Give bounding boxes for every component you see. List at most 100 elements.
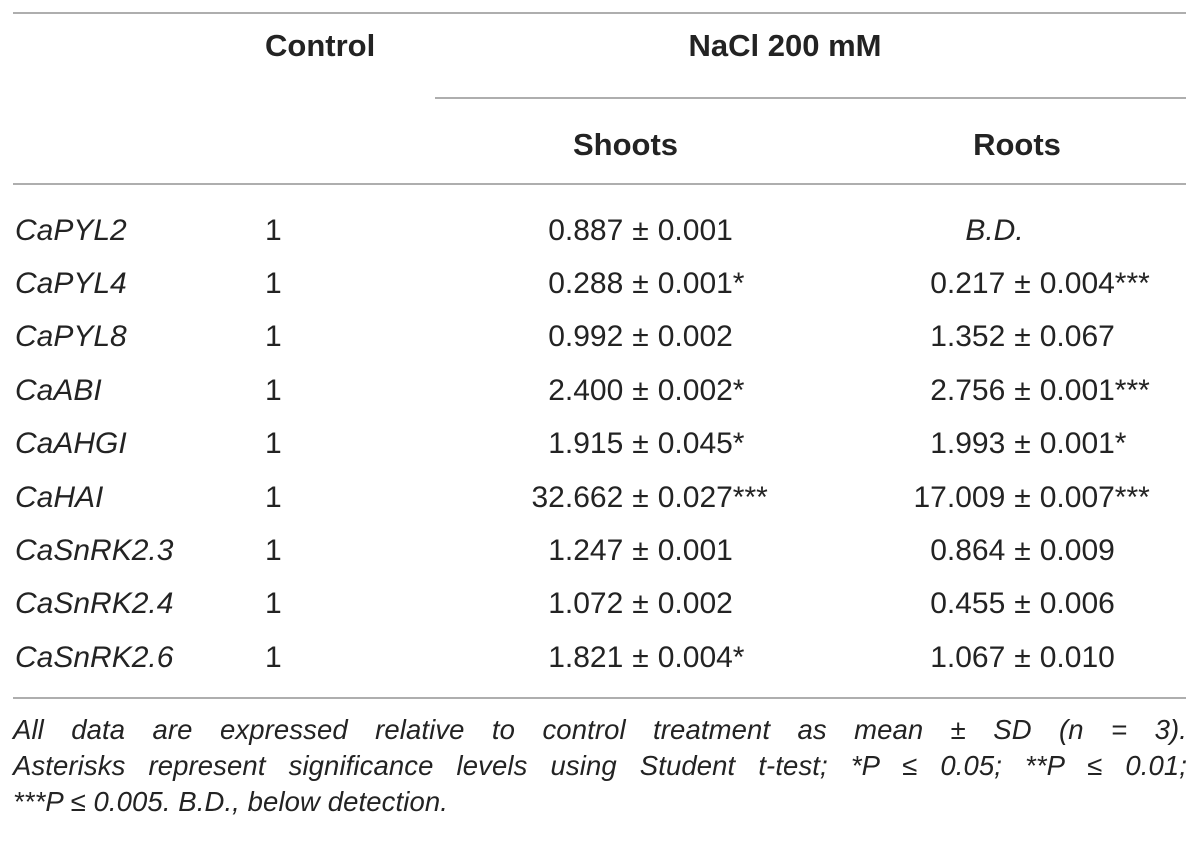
table-body: CaPYL2 1 0.887 ± 0.001 B.D. CaPYL4 1 0.2…	[13, 204, 1187, 685]
plus-minus-sign: ±	[632, 267, 649, 301]
shoots-mean: 0.992	[548, 320, 624, 354]
shoots-sd: 0.001*	[657, 267, 745, 301]
roots-value: 1.993 ± 0.001*	[858, 427, 1187, 461]
header-divider-rule	[13, 183, 1186, 185]
shoots-column-header: Shoots	[572, 127, 679, 162]
plus-minus-sign: ±	[632, 534, 649, 568]
shoots-value: 1.915 ± 0.045*	[423, 427, 858, 461]
shoots-mean: 1.072	[548, 587, 624, 621]
roots-value: 2.756 ± 0.001***	[858, 374, 1187, 408]
shoots-value: 1.247 ± 0.001	[423, 534, 858, 568]
control-value: 1	[265, 587, 282, 621]
plus-minus-sign: ±	[632, 587, 649, 621]
shoots-mean: 0.288	[548, 267, 624, 301]
plus-minus-sign: ±	[632, 640, 649, 674]
shoots-mean: 1.915	[548, 427, 624, 461]
roots-mean: 0.455	[930, 587, 1006, 621]
gene-name: CaAHGI	[15, 427, 127, 461]
gene-name: CaHAI	[15, 480, 104, 514]
control-value: 1	[265, 320, 282, 354]
plus-minus-sign: ±	[1014, 320, 1031, 354]
gene-name: CaSnRK2.6	[15, 640, 174, 674]
roots-mean: 17.009	[913, 480, 1006, 514]
roots-sd: 0.009	[1039, 534, 1115, 568]
control-value: 1	[265, 267, 282, 301]
plus-minus-sign: ±	[632, 320, 649, 354]
nacl-group-header: NaCl 200 mM	[688, 28, 882, 63]
control-value: 1	[265, 427, 282, 461]
nacl-group-underline	[435, 97, 1186, 99]
roots-value: 0.217 ± 0.004***	[858, 267, 1187, 301]
roots-value: 0.864 ± 0.009	[858, 534, 1187, 568]
roots-sd: 0.006	[1039, 587, 1115, 621]
shoots-value: 0.887 ± 0.001	[423, 214, 858, 248]
control-value: 1	[265, 534, 282, 568]
roots-column-header: Roots	[973, 127, 1061, 162]
shoots-value: 32.662 ± 0.027***	[423, 481, 858, 515]
roots-value: 1.352 ± 0.067	[858, 320, 1187, 354]
control-column-header: Control	[265, 28, 376, 63]
gene-name: CaABI	[15, 373, 102, 407]
shoots-value: 0.288 ± 0.001*	[423, 267, 858, 301]
plus-minus-sign: ±	[1014, 427, 1031, 461]
roots-sd: 0.004***	[1039, 267, 1150, 301]
plus-minus-sign: ±	[632, 213, 649, 247]
roots-mean: 1.993	[930, 427, 1006, 461]
shoots-sd: 0.001	[657, 534, 733, 568]
shoots-sd: 0.027***	[657, 480, 768, 514]
roots-sd: 0.007***	[1039, 480, 1150, 514]
gene-name: CaPYL4	[15, 267, 127, 301]
control-value: 1	[265, 480, 282, 514]
footnote-line-3: ***P ≤ 0.005. B.D., below detection.	[13, 786, 449, 817]
roots-mean: 1.352	[930, 320, 1006, 354]
plus-minus-sign: ±	[1014, 587, 1031, 621]
roots-sd: 0.010	[1039, 640, 1115, 674]
plus-minus-sign: ±	[632, 373, 649, 407]
roots-sd: 0.001***	[1039, 373, 1150, 407]
footnote-line-2: Asterisks represent significance levels …	[13, 750, 1187, 781]
plus-minus-sign: ±	[1014, 373, 1031, 407]
plus-minus-sign: ±	[1014, 267, 1031, 301]
shoots-mean: 1.821	[548, 640, 624, 674]
roots-value: 1.067 ± 0.010	[858, 641, 1187, 675]
plus-minus-sign: ±	[632, 480, 649, 514]
shoots-mean: 32.662	[531, 480, 624, 514]
roots-mean: 2.756	[930, 373, 1006, 407]
shoots-sd: 0.045*	[657, 427, 745, 461]
gene-name: CaPYL8	[15, 320, 127, 354]
shoots-value: 2.400 ± 0.002*	[423, 374, 858, 408]
shoots-sd: 0.002	[657, 320, 733, 354]
plus-minus-sign: ±	[1014, 480, 1031, 514]
plus-minus-sign: ±	[1014, 640, 1031, 674]
shoots-value: 1.072 ± 0.002	[423, 587, 858, 621]
roots-value: 17.009 ± 0.007***	[858, 481, 1187, 515]
shoots-sd: 0.001	[657, 213, 733, 247]
roots-sd: 0.067	[1039, 320, 1115, 354]
shoots-mean: 1.247	[548, 534, 624, 568]
roots-value: 0.455 ± 0.006	[858, 587, 1187, 621]
shoots-value: 0.992 ± 0.002	[423, 320, 858, 354]
gene-name: CaSnRK2.4	[15, 587, 174, 621]
table-footnote: All data are expressed relative to contr…	[13, 712, 1187, 820]
gene-name: CaSnRK2.3	[15, 534, 174, 568]
control-value: 1	[265, 373, 282, 407]
plus-minus-sign: ±	[1014, 534, 1031, 568]
roots-value-below-detection: B.D.	[965, 213, 1024, 247]
top-rule	[13, 12, 1186, 14]
control-value: 1	[265, 640, 282, 674]
shoots-sd: 0.002	[657, 587, 733, 621]
gene-name: CaPYL2	[15, 213, 127, 247]
control-value: 1	[265, 213, 282, 247]
shoots-value: 1.821 ± 0.004*	[423, 641, 858, 675]
footer-divider-rule	[13, 697, 1186, 699]
roots-mean: 0.864	[930, 534, 1006, 568]
roots-mean: 1.067	[930, 640, 1006, 674]
roots-mean: 0.217	[930, 267, 1006, 301]
plus-minus-sign: ±	[632, 427, 649, 461]
shoots-mean: 2.400	[548, 373, 624, 407]
shoots-mean: 0.887	[548, 213, 624, 247]
footnote-line-1: All data are expressed relative to contr…	[13, 714, 1187, 745]
shoots-sd: 0.004*	[657, 640, 745, 674]
shoots-sd: 0.002*	[657, 373, 745, 407]
